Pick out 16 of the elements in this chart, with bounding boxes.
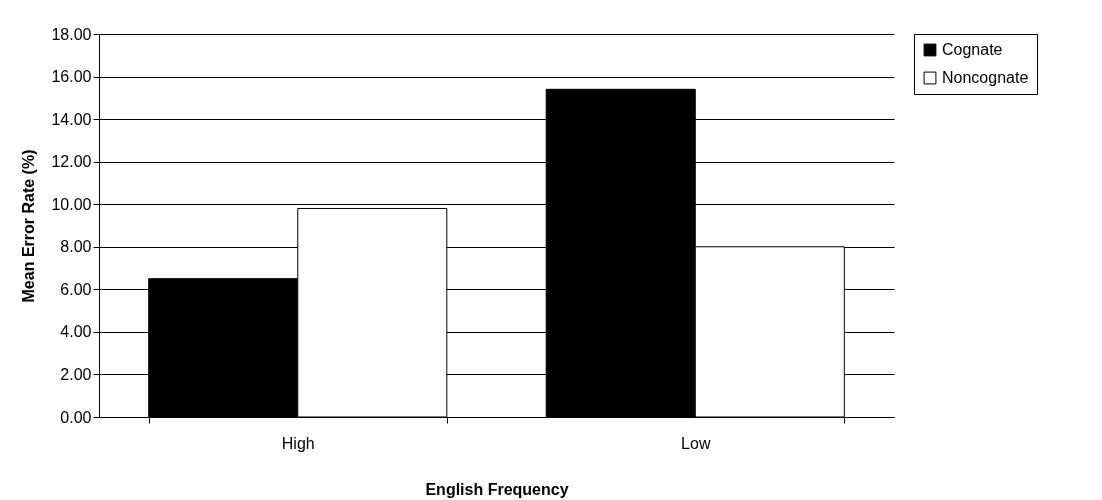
y-tick-label: 10.00: [51, 195, 92, 213]
y-tick-label: 14.00: [51, 110, 92, 128]
y-tick-label: 4.00: [60, 323, 92, 341]
y-tick-label: 0.00: [60, 408, 92, 426]
x-tick-label: High: [281, 434, 315, 452]
y-tick-label: 8.00: [60, 238, 92, 256]
y-tick-label: 18.00: [51, 25, 92, 43]
legend-label: Noncognate: [942, 69, 1029, 86]
legend-label: Cognate: [942, 41, 1003, 58]
x-tick-label: Low: [681, 434, 711, 452]
x-axis-title: English Frequency: [425, 480, 569, 498]
y-tick-label: 16.00: [51, 68, 92, 86]
y-tick-label: 2.00: [60, 365, 92, 383]
y-axis-title: Mean Error Rate (%): [20, 149, 38, 303]
y-tick-label: 12.00: [51, 153, 92, 171]
y-tick-label: 6.00: [60, 280, 92, 298]
